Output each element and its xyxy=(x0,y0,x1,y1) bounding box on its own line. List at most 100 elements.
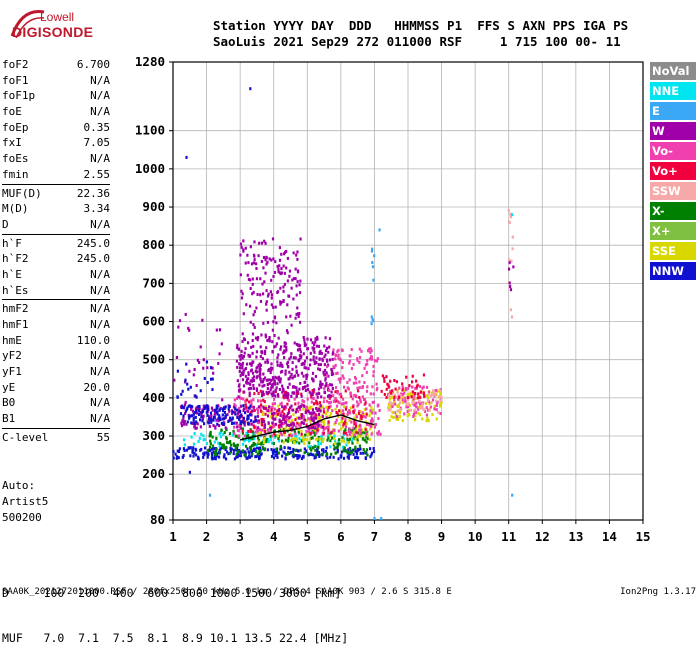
echo-point xyxy=(273,407,277,411)
echo-point xyxy=(316,423,319,427)
header-label-4: HHMMSS xyxy=(394,18,440,33)
echo-point xyxy=(343,446,346,450)
echo-point xyxy=(291,437,295,441)
echo-point xyxy=(281,365,284,369)
param-value: N/A xyxy=(90,302,110,316)
x-tick-label: 5 xyxy=(304,529,312,544)
echo-point xyxy=(356,358,359,362)
echo-point xyxy=(279,447,282,451)
echo-point xyxy=(370,432,373,436)
echo-point xyxy=(237,429,240,433)
echo-point xyxy=(366,362,369,366)
echo-point xyxy=(240,349,243,353)
echo-point xyxy=(361,395,364,399)
echo-point xyxy=(311,341,314,345)
echo-point xyxy=(263,429,266,433)
echo-point xyxy=(261,282,264,286)
echo-point xyxy=(328,414,332,418)
echo-point xyxy=(338,357,341,361)
echo-point xyxy=(285,348,288,352)
echo-point xyxy=(211,453,214,457)
echo-point xyxy=(213,413,216,417)
echo-point xyxy=(253,426,256,430)
echo-point xyxy=(295,365,298,369)
echo-point xyxy=(365,422,369,426)
echo-point xyxy=(261,292,265,296)
echo-point xyxy=(404,386,407,390)
echo-point xyxy=(309,392,312,396)
echo-point xyxy=(315,437,318,441)
echo-point xyxy=(212,371,215,375)
echo-point xyxy=(363,397,366,401)
param-row: B0 N/A xyxy=(2,395,110,411)
echo-point xyxy=(309,431,312,435)
echo-point xyxy=(314,421,317,425)
echo-point xyxy=(337,457,340,461)
echo-point xyxy=(320,440,323,444)
echo-point xyxy=(259,345,262,349)
echo-point xyxy=(291,419,294,423)
echo-point xyxy=(316,415,319,419)
echo-point xyxy=(316,450,319,454)
echo-point xyxy=(320,448,324,452)
echo-point xyxy=(283,349,286,353)
echo-point xyxy=(331,436,334,440)
echo-point xyxy=(357,402,360,406)
echo-point xyxy=(438,404,442,408)
echo-point xyxy=(276,455,279,459)
echo-point xyxy=(256,432,259,436)
echo-point xyxy=(365,389,369,393)
echo-point xyxy=(322,450,325,454)
echo-point xyxy=(360,417,363,421)
echo-point xyxy=(254,442,257,446)
echo-point xyxy=(288,357,291,361)
echo-point xyxy=(407,403,410,407)
echo-point xyxy=(269,426,272,430)
echo-point xyxy=(331,387,334,391)
echo-point xyxy=(222,432,225,436)
echo-point xyxy=(285,452,288,456)
echo-point xyxy=(265,300,268,304)
param-value: N/A xyxy=(90,73,110,87)
echo-point xyxy=(276,409,279,413)
echo-point xyxy=(408,408,412,412)
echo-point xyxy=(243,338,247,342)
echo-point xyxy=(303,344,306,348)
echo-point xyxy=(274,394,277,398)
echo-point xyxy=(223,431,226,435)
echo-point xyxy=(247,429,250,433)
echo-point xyxy=(192,412,195,416)
echo-point xyxy=(175,456,178,460)
echo-point xyxy=(260,452,263,456)
echo-point xyxy=(511,213,514,217)
x-tick-label: 3 xyxy=(236,529,244,544)
echo-point xyxy=(415,385,419,389)
echo-point xyxy=(317,436,320,440)
echo-point xyxy=(278,411,281,415)
echo-point xyxy=(270,441,274,445)
echo-point xyxy=(250,368,253,372)
echo-point xyxy=(213,440,216,444)
echo-point xyxy=(292,455,295,459)
echo-point xyxy=(209,366,213,370)
echo-point xyxy=(208,445,212,449)
echo-point xyxy=(255,277,259,281)
echo-point xyxy=(240,296,244,300)
echo-point xyxy=(177,456,180,460)
echo-point xyxy=(344,428,347,432)
echo-point xyxy=(314,444,317,448)
echo-point xyxy=(218,444,221,448)
echo-point xyxy=(238,362,241,366)
echo-point xyxy=(279,414,282,418)
echo-point xyxy=(310,394,313,398)
echo-point xyxy=(249,245,252,249)
echo-point xyxy=(306,337,309,341)
echo-point xyxy=(328,383,332,387)
echo-point xyxy=(329,400,333,404)
echo-point xyxy=(421,402,424,406)
echo-point xyxy=(324,349,328,353)
echo-point xyxy=(286,362,289,366)
echo-point xyxy=(429,405,432,409)
echo-point xyxy=(248,387,251,391)
echo-point xyxy=(251,332,255,336)
